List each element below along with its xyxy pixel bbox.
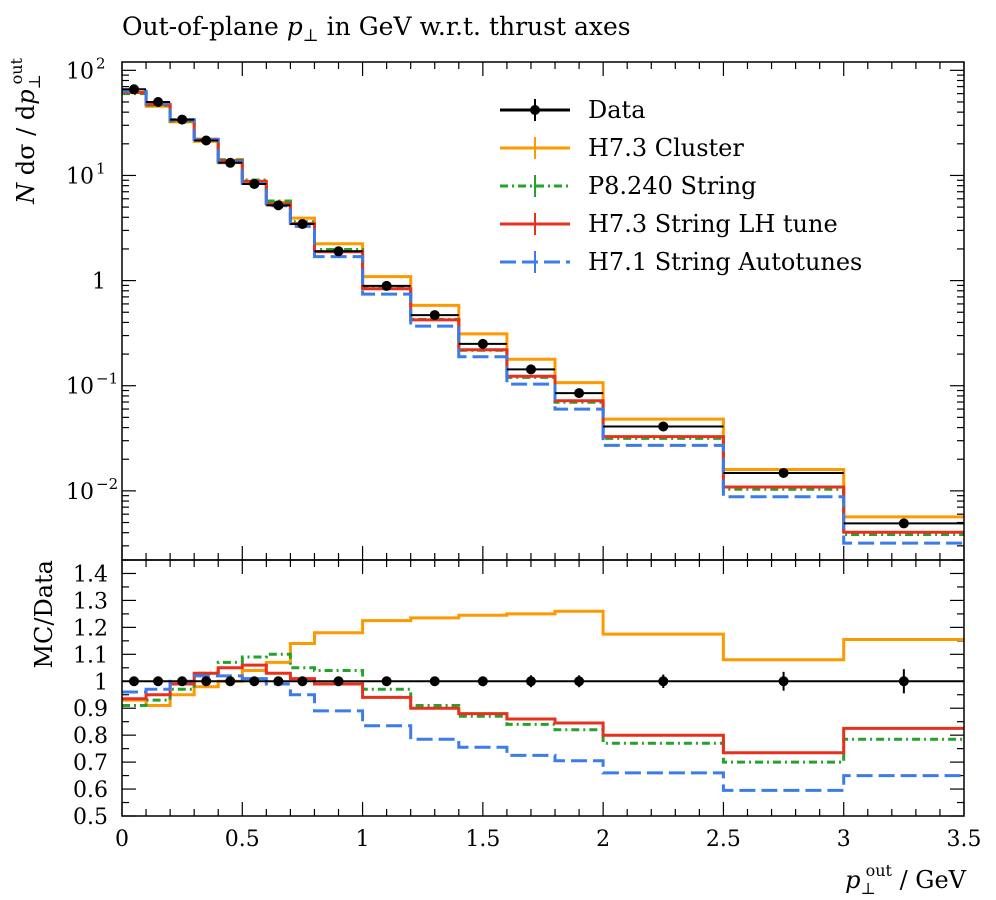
data-point [129,84,140,95]
data-point [177,114,188,125]
ratio-y-tick-label: 1.2 [73,616,108,641]
y-tick-label-exponent: −2 [96,475,118,493]
data-point [574,388,585,399]
y-tick-label: 1 [92,270,106,295]
main-panel-ticks [121,62,965,560]
data-point [477,338,488,349]
ratio-y-tick-label: 0.7 [73,751,108,776]
ratio-y-tick-label: 1.1 [73,643,108,668]
data-point [153,96,164,107]
x-tick-label: 0 [115,827,129,852]
ratio-data-point [333,676,344,687]
ratio-data-point [381,676,392,687]
main-panel-frame [121,61,965,561]
ratio-data-point [477,676,488,687]
ratio-data-point [153,676,164,687]
ratio-data-point [574,676,585,687]
ratio-data-point [129,676,140,687]
chart-title: Out-of-plane p⊥ in GeV w.r.t. thrust axe… [122,12,631,46]
main-panel-data-points [122,84,964,529]
data-point [898,518,909,529]
ratio-y-tick-label: 1 [94,670,108,695]
ratio-panel-series [122,609,964,792]
legend-label: H7.1 String Autotunes [588,248,862,276]
ratio-data-point [177,676,188,687]
data-point [201,135,212,146]
ratio-data-point [273,676,284,687]
ratio-data-point [658,676,669,687]
ratio-y-tick-label: 0.6 [73,778,108,803]
data-point [658,421,669,432]
ratio-data-point [898,676,909,687]
data-point [429,310,440,321]
legend-label: H7.3 Cluster [588,134,744,162]
legend-entry-data: Data [500,96,646,124]
x-axis-label: p⊥out / GeV [845,861,967,898]
y-tick-label-exponent: 1 [96,159,106,177]
x-tick-label: 1.5 [465,827,500,852]
y-tick-label: 10 [66,375,94,400]
ratio-panel-data-points [122,669,964,694]
series-h7-1-string-autotunes [122,89,964,545]
y-tick-label-exponent: 2 [96,54,106,72]
ratio-data-point [429,676,440,687]
legend-label: H7.3 String LH tune [588,210,838,238]
x-tick-label: 3.5 [947,827,982,852]
ratio-data-point [201,676,212,687]
x-tick-label: 1 [356,827,370,852]
data-point [249,178,260,189]
ratio-panel-frame [121,559,965,817]
x-tick-label: 3 [837,827,851,852]
ratio-data-point [249,676,260,687]
y-tick-label-exponent: −1 [96,370,118,388]
x-tick-label: 2 [596,827,610,852]
ratio-y-tick-labels: 1.41.31.21.110.90.80.70.60.5 [73,562,108,830]
legend: Data H7.3 Cluster P8.240 String H7.3 String… [500,96,862,276]
y-tick-label: 10 [66,164,94,189]
data-point [273,200,284,211]
ratio-data-point [778,676,789,687]
ratio-data-point [297,676,308,687]
ratio-y-tick-label: 1.3 [73,589,108,614]
y-tick-label: 10 [66,480,94,505]
main-panel-series [122,89,964,545]
data-point [525,364,536,375]
ratio-data-point [225,676,236,687]
legend-label: P8.240 String [588,172,757,200]
data-point [778,467,789,478]
series-h7-3-string-lh-tune [122,90,964,534]
ratio-data-point [525,676,536,687]
ratio-y-tick-label: 0.8 [73,724,108,749]
legend-swatch-marker [530,105,540,115]
x-tick-labels: 0 0.5 1 1.5 2 2.5 3 3.5 [115,827,982,852]
x-tick-label: 2.5 [706,827,741,852]
data-point [297,219,308,230]
legend-entry-h7-1-string-autotunes: H7.1 String Autotunes [500,248,862,276]
ratio-y-axis-label: MC/Data [30,560,58,669]
data-point [381,280,392,291]
ratio-y-tick-label: 0.5 [73,805,108,830]
legend-entry-p8-240-string: P8.240 String [500,172,757,200]
data-point [333,246,344,257]
data-point [225,157,236,168]
ratio-y-tick-label: 1.4 [73,562,108,587]
ratio-panel-ticks [121,559,965,817]
legend-entry-h7-3-string-lh-tune: H7.3 String LH tune [500,210,838,238]
y-axis-label: N dσ / dp⊥out [7,57,44,204]
ratio-series-h7-1-string-autotunes [122,674,964,792]
ratio-series-h7-3-cluster [122,609,964,707]
x-tick-label: 0.5 [225,827,260,852]
y-tick-label: 10 [66,59,94,84]
legend-label: Data [588,96,646,124]
legend-entry-h7-3-cluster: H7.3 Cluster [500,134,744,162]
series-h7-3-cluster [122,91,964,519]
ratio-y-tick-label: 0.9 [73,697,108,722]
